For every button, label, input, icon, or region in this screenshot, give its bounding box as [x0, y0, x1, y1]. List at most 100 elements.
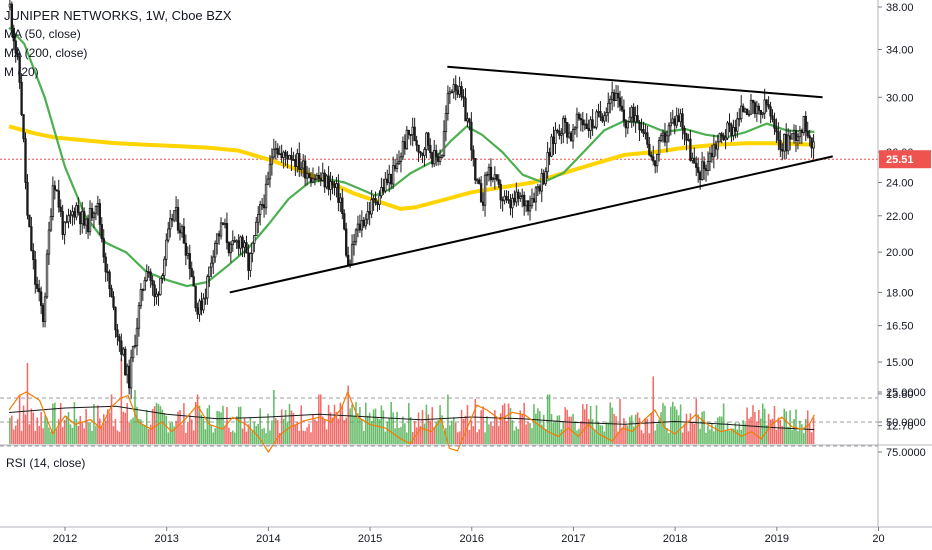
volume-bar [554, 422, 557, 444]
candle-body [329, 181, 332, 190]
candle-body [260, 203, 264, 206]
volume-bar [613, 413, 615, 444]
candle-body [51, 185, 55, 217]
candle-body [454, 84, 457, 91]
volume-bar [304, 431, 306, 444]
candle-body [384, 178, 387, 192]
candle-body [436, 155, 440, 162]
volume-bar [97, 405, 99, 444]
candle-body [495, 174, 498, 180]
volume-bar [447, 394, 449, 444]
candle-body [225, 223, 229, 243]
volume-bar [11, 415, 13, 444]
candle-body [698, 171, 702, 181]
volume-bar [185, 432, 187, 444]
volume-bar [316, 421, 318, 444]
candle-body [43, 296, 47, 322]
volume-bar [288, 403, 291, 444]
candle-body [521, 194, 524, 197]
candle-body [724, 137, 727, 141]
volume-bar [75, 419, 78, 444]
candle-body [522, 194, 526, 207]
volume-bar [713, 431, 715, 444]
rsi-tick-label: 25.0000 [886, 387, 926, 399]
candle-body [378, 195, 381, 205]
volume-bar [300, 405, 303, 444]
volume-bar [429, 420, 432, 444]
candle-body [685, 133, 688, 141]
candle-body [217, 233, 221, 237]
candle-body [783, 133, 786, 152]
candle-body [331, 181, 334, 185]
candle-body [609, 98, 612, 104]
candle-body [390, 173, 393, 185]
volume-bar [224, 425, 226, 444]
candle-body [497, 179, 500, 185]
candle-body [149, 271, 152, 281]
volume-bar [40, 412, 42, 444]
volume-bar [118, 431, 121, 444]
volume-bar [460, 409, 463, 444]
candle-body [712, 144, 716, 158]
volume-bar [249, 417, 252, 444]
candle-body [356, 223, 360, 231]
volume-bar [707, 425, 709, 444]
candle-body [380, 187, 383, 197]
candle-body [642, 129, 645, 134]
candle-body [194, 285, 197, 309]
candle-body [292, 159, 295, 161]
volume-bar [754, 412, 756, 444]
volume-bar [605, 422, 608, 444]
volume-bar [752, 405, 754, 444]
candle-body [245, 242, 248, 254]
volume-bar [675, 409, 678, 444]
volume-bar [325, 429, 328, 444]
legend-ma-50[interactable]: MA (50, close) [4, 27, 81, 41]
candle-body [309, 177, 313, 183]
candle-body [769, 106, 772, 117]
candle-body [810, 137, 813, 149]
volume-bar [343, 420, 346, 444]
candle-body [534, 187, 538, 203]
volume-bar [756, 421, 758, 444]
volume-bar [120, 358, 123, 444]
rsi-legend[interactable]: RSI (14, close) [6, 456, 86, 470]
candle-body [47, 229, 51, 255]
volume-bar [357, 413, 359, 444]
volume-bar [632, 426, 635, 444]
candle-body [10, 3, 13, 29]
candle-body [526, 200, 530, 212]
volume-bar [668, 433, 670, 444]
volume-bar [363, 430, 365, 444]
volume-bar [415, 427, 418, 444]
candle-body [94, 205, 98, 214]
candle-body [464, 97, 467, 122]
volume-bar [183, 403, 185, 444]
candle-body [397, 161, 401, 165]
volume-bar [503, 403, 506, 444]
volume-bar [81, 422, 83, 444]
volume-bar [226, 407, 228, 444]
volume-bar [490, 422, 492, 444]
candle-body [652, 156, 655, 162]
candle-body [255, 221, 258, 236]
candle-body [34, 259, 37, 285]
candle-body [346, 254, 350, 266]
candle-body [92, 212, 96, 219]
volume-bar [515, 426, 518, 444]
volume-bar [519, 410, 522, 444]
volume-bar [423, 423, 426, 444]
legend-ma-200[interactable]: MA (200, close) [4, 46, 88, 60]
volume-bar [808, 423, 811, 444]
volume-bar [110, 394, 113, 444]
volume-bar [687, 431, 690, 444]
x-tick-label: 20 [872, 533, 884, 545]
volume-bar [24, 414, 27, 444]
volume-bar [699, 428, 701, 444]
y-tick-label: 34.00 [886, 44, 914, 56]
volume-bar [654, 430, 656, 444]
candle-body [386, 178, 389, 184]
volume-bar [589, 405, 592, 444]
legend-m-20[interactable]: M (20) [4, 65, 39, 79]
